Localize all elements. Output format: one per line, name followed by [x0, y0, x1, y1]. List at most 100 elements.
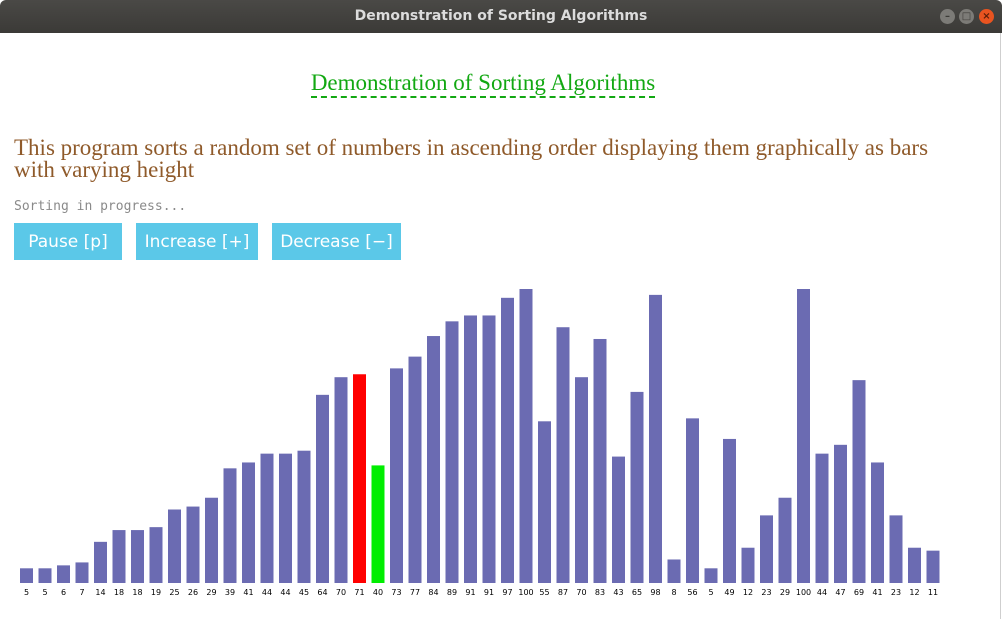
decrease-button[interactable]: Decrease [−] — [272, 223, 401, 260]
bar-value-label: 70 — [576, 588, 586, 597]
bar — [242, 462, 255, 583]
bar — [279, 453, 292, 583]
bar — [649, 294, 662, 583]
bar — [871, 462, 884, 583]
bar — [797, 289, 810, 583]
bar-value-label: 55 — [539, 588, 549, 597]
bar-value-label: 7 — [79, 588, 84, 597]
status-text: Sorting in progress... — [14, 199, 187, 214]
bar — [926, 550, 940, 583]
bar-value-label: 70 — [336, 588, 346, 597]
window-border — [1000, 33, 1001, 619]
bar-value-label: 100 — [518, 588, 533, 597]
bar — [353, 374, 366, 583]
bar-value-label: 100 — [796, 588, 811, 597]
bar — [630, 391, 644, 583]
bar — [556, 327, 570, 583]
bar-value-label: 5 — [708, 588, 713, 597]
bar-value-label: 44 — [817, 588, 827, 597]
bar-value-label: 45 — [299, 588, 309, 597]
bar — [501, 297, 514, 583]
bar-value-label: 29 — [780, 588, 790, 597]
bar — [57, 565, 70, 583]
bar-value-label: 18 — [132, 588, 142, 597]
bar — [482, 315, 496, 583]
bar-value-label: 23 — [891, 588, 901, 597]
minimize-icon[interactable]: – — [940, 9, 955, 24]
bar — [186, 506, 200, 583]
bar — [815, 453, 829, 583]
bar-value-label: 49 — [724, 588, 734, 597]
bar-value-label: 5 — [42, 588, 47, 597]
bar — [75, 562, 89, 583]
bar-value-label: 84 — [428, 588, 438, 597]
bar — [778, 497, 792, 583]
bar-value-label: 26 — [188, 588, 198, 597]
bar — [704, 568, 718, 583]
bar-value-label: 29 — [206, 588, 216, 597]
window-title: Demonstration of Sorting Algorithms — [354, 8, 648, 24]
bar — [38, 568, 52, 583]
bar-value-label: 41 — [243, 588, 253, 597]
bar-value-label: 47 — [835, 588, 845, 597]
bar — [390, 368, 403, 583]
bar-value-label: 69 — [854, 588, 864, 597]
bar — [538, 421, 551, 583]
bar — [371, 465, 385, 583]
bar — [575, 377, 588, 583]
bar-value-label: 97 — [502, 588, 512, 597]
bar-value-label: 65 — [632, 588, 642, 597]
pause-button[interactable]: Pause [p] — [14, 223, 122, 260]
bar — [334, 377, 348, 583]
page-heading-text: Demonstration of Sorting Algorithms — [310, 71, 656, 98]
bar — [112, 530, 126, 583]
bar — [908, 547, 921, 583]
bar-value-label: 11 — [928, 588, 938, 597]
bar-value-label: 91 — [484, 588, 494, 597]
bar — [593, 338, 607, 583]
bar-value-label: 41 — [872, 588, 882, 597]
bar — [149, 527, 163, 583]
bar-value-label: 25 — [169, 588, 179, 597]
bar-value-label: 5 — [24, 588, 29, 597]
bar — [741, 547, 755, 583]
bar — [667, 559, 681, 583]
bar — [464, 315, 477, 583]
bar — [297, 450, 311, 583]
bar — [612, 456, 625, 583]
bar-value-label: 44 — [262, 588, 272, 597]
bar — [519, 289, 533, 583]
bar — [205, 497, 218, 583]
bar-value-label: 91 — [465, 588, 475, 597]
bar — [223, 468, 237, 583]
bar-value-label: 64 — [317, 588, 327, 597]
bar-value-label: 87 — [558, 588, 568, 597]
close-icon[interactable]: × — [979, 9, 994, 24]
bar-value-label: 18 — [114, 588, 124, 597]
bar-value-label: 43 — [613, 588, 623, 597]
page-heading: Demonstration of Sorting Algorithms — [0, 70, 966, 98]
window-titlebar[interactable]: Demonstration of Sorting Algorithms – □ … — [0, 0, 1002, 33]
bar-value-label: 8 — [671, 588, 676, 597]
description-text: This program sorts a random set of numbe… — [14, 135, 929, 182]
bar-value-label: 23 — [761, 588, 771, 597]
bar-value-label: 89 — [447, 588, 457, 597]
bar — [723, 438, 736, 583]
bar-chart: 5 5 6 7 14 18 18 19 25 26 29 39 41 44 44 45 64 70 71 40 73 77… — [20, 289, 940, 597]
bar — [834, 444, 847, 583]
bar-value-label: 19 — [151, 588, 161, 597]
bar — [427, 336, 440, 583]
bar-value-label: 83 — [595, 588, 605, 597]
bar-value-label: 14 — [95, 588, 105, 597]
bar — [94, 541, 107, 583]
bar-value-label: 40 — [373, 588, 383, 597]
maximize-icon[interactable]: □ — [959, 9, 974, 24]
bar-value-label: 39 — [225, 588, 235, 597]
bar-value-label: 71 — [354, 588, 364, 597]
bar-value-label: 12 — [743, 588, 753, 597]
increase-button[interactable]: Increase [+] — [136, 223, 258, 260]
bar — [686, 418, 699, 583]
bar-value-label: 12 — [909, 588, 919, 597]
bar-value-label: 98 — [650, 588, 660, 597]
bar-value-label: 44 — [280, 588, 290, 597]
